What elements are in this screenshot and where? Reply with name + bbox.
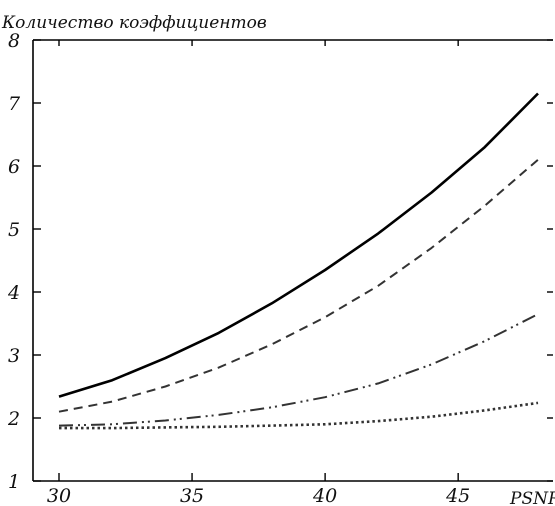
series-group — [58, 92, 539, 430]
y-tick-label: 5 — [8, 219, 20, 241]
labels-group: Количество коэффициентов PSNR — [1, 13, 555, 506]
y-tick-label: 2 — [7, 408, 20, 430]
x-tick-label: 40 — [312, 485, 337, 506]
y-axis-label: Количество коэффициентов — [1, 13, 267, 33]
y-tick-label: 1 — [8, 471, 20, 493]
y-tick-label: 8 — [8, 30, 20, 52]
series-line-1 — [58, 92, 539, 398]
y-tick-label: 3 — [8, 345, 20, 367]
x-tick-label: 45 — [445, 485, 470, 506]
x-tick-label: 35 — [180, 485, 204, 506]
y-tick-label: 4 — [7, 282, 20, 304]
series-line-3 — [58, 313, 539, 427]
series-line-4 — [59, 401, 539, 430]
y-tick-label: 7 — [8, 93, 21, 115]
y-tick-label: 6 — [8, 156, 20, 178]
x-tick-label: 30 — [47, 485, 71, 506]
x-axis-label: PSNR — [509, 489, 555, 506]
series-line-2 — [58, 158, 539, 413]
